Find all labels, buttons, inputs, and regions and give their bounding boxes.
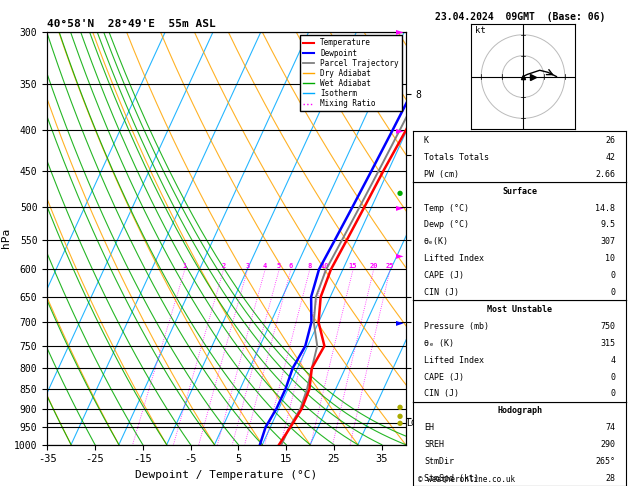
Text: CIN (J): CIN (J) bbox=[424, 288, 459, 297]
Text: 25: 25 bbox=[386, 263, 394, 269]
Text: StmSpd (kt): StmSpd (kt) bbox=[424, 474, 479, 483]
Text: 2: 2 bbox=[221, 263, 226, 269]
Text: 290: 290 bbox=[600, 440, 615, 449]
Text: 10: 10 bbox=[321, 263, 329, 269]
Text: 14.8: 14.8 bbox=[595, 204, 615, 212]
Text: kt: kt bbox=[475, 26, 486, 35]
Text: ●: ● bbox=[396, 413, 403, 419]
X-axis label: Dewpoint / Temperature (°C): Dewpoint / Temperature (°C) bbox=[135, 470, 318, 480]
Text: ►: ► bbox=[396, 27, 403, 36]
Text: PW (cm): PW (cm) bbox=[424, 170, 459, 179]
Text: ►: ► bbox=[396, 317, 403, 327]
Text: 0: 0 bbox=[610, 271, 615, 280]
Text: ●: ● bbox=[396, 404, 403, 410]
Text: ►: ► bbox=[396, 202, 403, 212]
Text: 9.5: 9.5 bbox=[600, 221, 615, 229]
Text: 10: 10 bbox=[605, 254, 615, 263]
Text: CAPE (J): CAPE (J) bbox=[424, 373, 464, 382]
Text: 0: 0 bbox=[610, 389, 615, 399]
Text: 26: 26 bbox=[605, 136, 615, 145]
Text: 4: 4 bbox=[610, 356, 615, 364]
Text: θₑ (K): θₑ (K) bbox=[424, 339, 454, 348]
Text: LCL: LCL bbox=[406, 419, 422, 428]
Text: 8: 8 bbox=[308, 263, 312, 269]
Text: 315: 315 bbox=[600, 339, 615, 348]
Text: Surface: Surface bbox=[502, 187, 537, 196]
Text: CIN (J): CIN (J) bbox=[424, 389, 459, 399]
Text: 20: 20 bbox=[369, 263, 378, 269]
Text: ►: ► bbox=[396, 250, 403, 260]
Text: EH: EH bbox=[424, 423, 434, 432]
Text: Most Unstable: Most Unstable bbox=[487, 305, 552, 314]
Text: 3: 3 bbox=[245, 263, 250, 269]
Text: 2.66: 2.66 bbox=[595, 170, 615, 179]
Text: 0: 0 bbox=[610, 373, 615, 382]
Text: Hodograph: Hodograph bbox=[497, 406, 542, 416]
Text: θₑ(K): θₑ(K) bbox=[424, 237, 449, 246]
Text: 1: 1 bbox=[183, 263, 187, 269]
Text: Lifted Index: Lifted Index bbox=[424, 356, 484, 364]
Text: Temp (°C): Temp (°C) bbox=[424, 204, 469, 212]
Text: K: K bbox=[424, 136, 429, 145]
Text: 28: 28 bbox=[605, 474, 615, 483]
Text: Lifted Index: Lifted Index bbox=[424, 254, 484, 263]
Text: SREH: SREH bbox=[424, 440, 444, 449]
Text: 750: 750 bbox=[600, 322, 615, 331]
Text: ►: ► bbox=[396, 125, 403, 135]
Text: ●: ● bbox=[396, 190, 403, 196]
Text: Pressure (mb): Pressure (mb) bbox=[424, 322, 489, 331]
Text: 4: 4 bbox=[263, 263, 267, 269]
Text: 5: 5 bbox=[277, 263, 281, 269]
Text: CAPE (J): CAPE (J) bbox=[424, 271, 464, 280]
Text: 74: 74 bbox=[605, 423, 615, 432]
Text: 15: 15 bbox=[348, 263, 357, 269]
Text: 0: 0 bbox=[610, 288, 615, 297]
Text: © weatheronline.co.uk: © weatheronline.co.uk bbox=[418, 474, 515, 484]
Text: 42: 42 bbox=[605, 153, 615, 162]
Text: 40°58'N  28°49'E  55m ASL: 40°58'N 28°49'E 55m ASL bbox=[47, 19, 216, 30]
Y-axis label: km
ASL: km ASL bbox=[424, 229, 446, 247]
Text: ●: ● bbox=[396, 420, 403, 426]
Text: StmDir: StmDir bbox=[424, 457, 454, 466]
Y-axis label: hPa: hPa bbox=[1, 228, 11, 248]
Text: 23.04.2024  09GMT  (Base: 06): 23.04.2024 09GMT (Base: 06) bbox=[435, 12, 605, 22]
Text: 265°: 265° bbox=[595, 457, 615, 466]
Text: Dewp (°C): Dewp (°C) bbox=[424, 221, 469, 229]
Text: 6: 6 bbox=[289, 263, 293, 269]
Text: 307: 307 bbox=[600, 237, 615, 246]
Text: Totals Totals: Totals Totals bbox=[424, 153, 489, 162]
Legend: Temperature, Dewpoint, Parcel Trajectory, Dry Adiabat, Wet Adiabat, Isotherm, Mi: Temperature, Dewpoint, Parcel Trajectory… bbox=[299, 35, 402, 111]
